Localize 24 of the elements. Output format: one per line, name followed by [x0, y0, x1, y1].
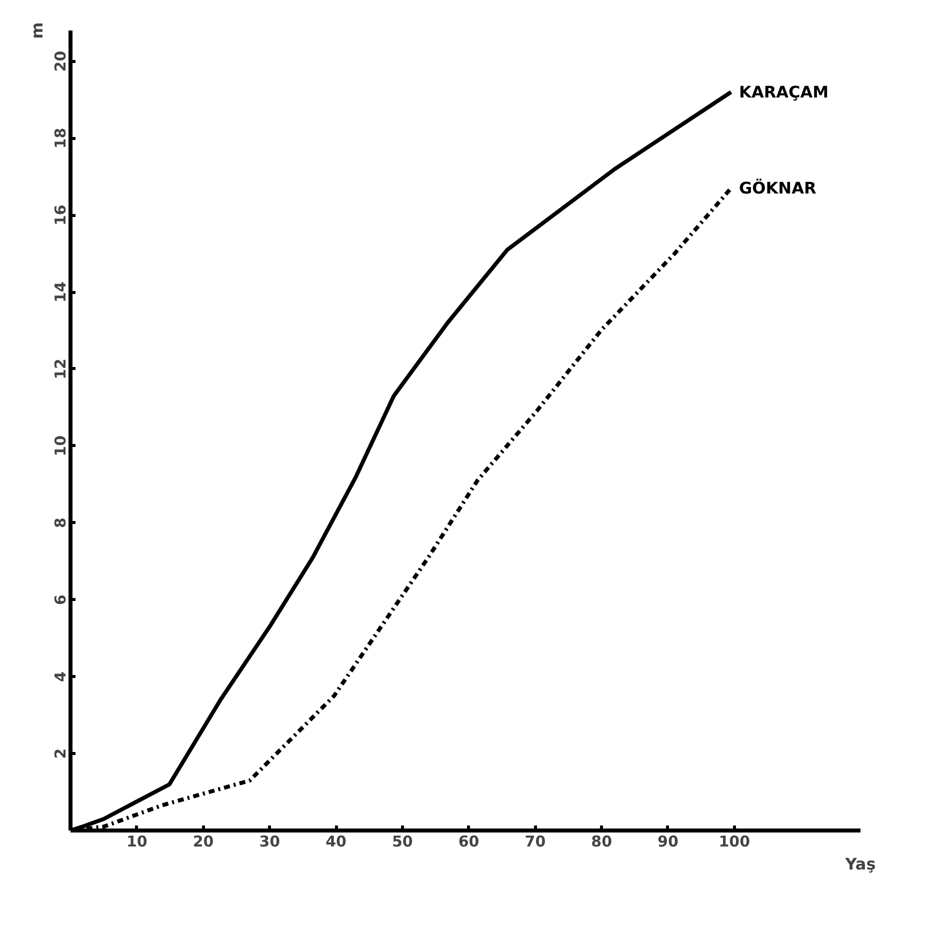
- series-label: KARAÇAM: [739, 82, 829, 102]
- x-tick-label: 10: [126, 832, 148, 850]
- x-tick-label: 20: [192, 832, 214, 850]
- x-tick-label: 40: [326, 832, 346, 850]
- x-axis-title: Yaş: [844, 854, 876, 874]
- y-tick-label: 14: [52, 282, 70, 302]
- y-tick-label: 2: [52, 748, 70, 759]
- x-tick-label: 90: [658, 832, 678, 850]
- y-tick-label: 6: [52, 594, 70, 605]
- y-tick-label: 18: [52, 128, 70, 149]
- y-tick-label: 12: [52, 358, 70, 380]
- y-tick-label: 10: [52, 435, 70, 456]
- y-tick-label: 4: [52, 671, 70, 682]
- y-tick-label: 20: [52, 50, 70, 72]
- series-label: GÖKNAR: [739, 178, 816, 198]
- x-tick-label: 80: [591, 832, 612, 850]
- y-tick-label: 16: [52, 204, 70, 226]
- y-axis-title: m: [28, 22, 46, 39]
- x-tick-label: 50: [392, 832, 413, 850]
- x-tick-label: 60: [458, 832, 480, 850]
- y-tick-label: 8: [52, 518, 70, 528]
- x-tick-label: 30: [259, 832, 280, 850]
- x-tick-label: 70: [524, 832, 546, 850]
- x-tick-label: 100: [718, 832, 750, 850]
